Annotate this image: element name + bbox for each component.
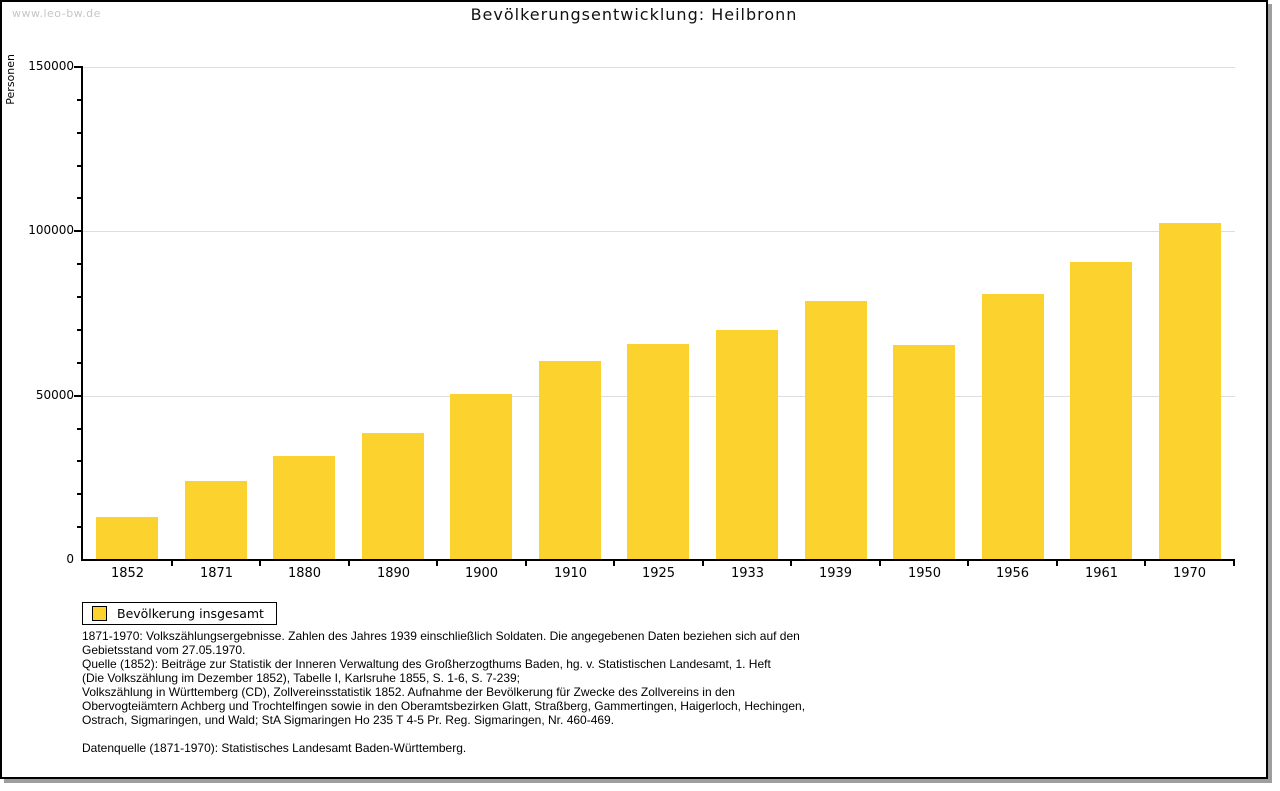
y-tick (77, 263, 81, 265)
bar-1950 (893, 345, 955, 559)
x-tick-label: 1970 (1172, 566, 1207, 581)
x-tick-label: 1925 (641, 566, 676, 581)
y-tick (77, 99, 81, 101)
watermark: www.leo-bw.de (12, 7, 101, 20)
y-tick (77, 460, 81, 462)
footnotes: 1871-1970: Volkszählungsergebnisse. Zahl… (82, 629, 805, 755)
x-tick (348, 559, 350, 566)
y-tick (77, 329, 81, 331)
bar-1852 (96, 517, 158, 559)
x-tick-label: 1900 (464, 566, 499, 581)
x-tick (171, 559, 173, 566)
chart-frame: www.leo-bw.de Bevölkerungsentwicklung: H… (0, 0, 1268, 779)
bar-1900 (450, 394, 512, 559)
y-tick (77, 493, 81, 495)
x-tick-label: 1890 (376, 566, 411, 581)
x-tick-label: 1939 (818, 566, 853, 581)
y-tick (77, 428, 81, 430)
bar-1956 (982, 294, 1044, 559)
x-tick (525, 559, 527, 566)
bar-1880 (273, 456, 335, 559)
legend: Bevölkerung insgesamt (82, 602, 277, 625)
gridline (83, 67, 1235, 68)
legend-swatch-icon (92, 606, 107, 621)
y-tick (74, 66, 81, 68)
y-tick (74, 395, 81, 397)
y-tick-label: 50000 (35, 388, 74, 402)
x-tick-label: 1961 (1084, 566, 1119, 581)
footnote-line: (Die Volkszählung im Dezember 1852), Tab… (82, 671, 521, 685)
x-tick (436, 559, 438, 566)
x-tick-label: 1910 (553, 566, 588, 581)
x-tick (1144, 559, 1146, 566)
y-tick (77, 296, 81, 298)
legend-label: Bevölkerung insgesamt (117, 606, 264, 621)
x-axis-line (81, 559, 1235, 561)
footnote-line: 1871-1970: Volkszählungsergebnisse. Zahl… (82, 629, 800, 643)
x-tick-label: 1871 (199, 566, 234, 581)
x-tick-label: 1950 (907, 566, 942, 581)
y-tick (77, 165, 81, 167)
bar-1961 (1070, 262, 1132, 559)
bar-1871 (185, 481, 247, 559)
chart-title: Bevölkerungsentwicklung: Heilbronn (470, 5, 798, 24)
bar-1925 (627, 344, 689, 559)
y-axis-line (81, 66, 83, 560)
x-tick (1056, 559, 1058, 566)
x-tick (259, 559, 261, 566)
bar-1933 (716, 330, 778, 559)
data-source-line: Datenquelle (1871-1970): Statistisches L… (82, 741, 467, 755)
x-tick-label: 1852 (110, 566, 145, 581)
x-tick (613, 559, 615, 566)
y-tick (77, 197, 81, 199)
y-tick-label: 0 (66, 552, 74, 566)
chart-plot: 0 50000 100000 150000 1852 1871 1880 1890 1900 19… (2, 2, 1266, 777)
gridline (83, 231, 1235, 232)
x-tick-label: 1956 (995, 566, 1030, 581)
bar-1970 (1159, 223, 1221, 559)
y-tick (74, 230, 81, 232)
footnote-line: Gebietsstand vom 27.05.1970. (82, 643, 246, 657)
footnote-line: Ostrach, Sigmaringen, und Wald; StA Sigm… (82, 713, 615, 727)
y-tick (77, 526, 81, 528)
footnote-line: Volkszählung in Württemberg (CD), Zollve… (82, 685, 735, 699)
y-tick-label: 100000 (28, 223, 74, 237)
y-tick-label: 150000 (28, 59, 74, 73)
footnote-line: Obervogteiämtern Achberg und Trochtelfin… (82, 699, 806, 713)
y-tick (77, 362, 81, 364)
bar-1939 (805, 301, 867, 559)
x-tick (879, 559, 881, 566)
x-tick (790, 559, 792, 566)
x-tick (702, 559, 704, 566)
bar-1910 (539, 361, 601, 559)
y-tick (77, 132, 81, 134)
x-tick-label: 1880 (287, 566, 322, 581)
x-tick (967, 559, 969, 566)
x-tick (1233, 559, 1235, 566)
x-tick-label: 1933 (730, 566, 765, 581)
bar-1890 (362, 433, 424, 559)
footnote-line: Quelle (1852): Beiträge zur Statistik de… (82, 657, 771, 671)
